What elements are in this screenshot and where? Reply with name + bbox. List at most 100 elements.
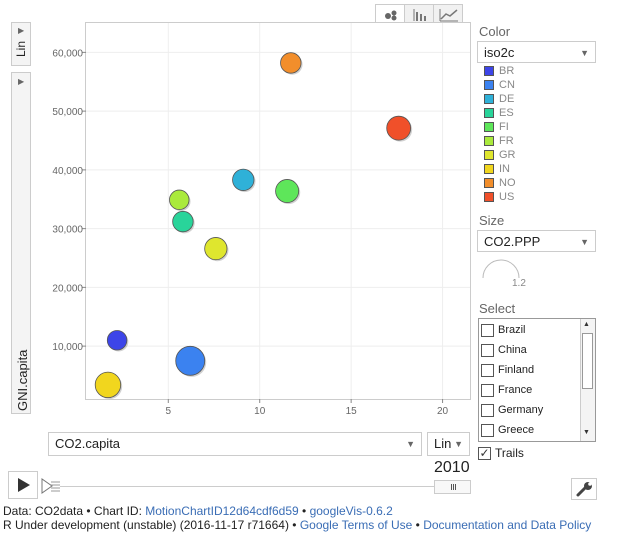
tab-bar-chart[interactable] xyxy=(404,4,434,24)
legend-swatch xyxy=(484,178,494,188)
play-button[interactable] xyxy=(8,471,38,499)
legend-swatch xyxy=(484,192,494,202)
bar-chart-icon xyxy=(413,9,426,21)
select-scrollbar[interactable]: ▲ ▼ xyxy=(580,319,595,441)
legend-item-in[interactable]: IN xyxy=(484,162,584,176)
legend-label: FR xyxy=(499,135,514,147)
tab-bubble-chart[interactable] xyxy=(375,4,405,24)
y-scale-arrow-icon: ▶ xyxy=(18,26,25,35)
legend-label: NO xyxy=(499,177,516,189)
select-item[interactable]: Greece xyxy=(479,420,583,440)
scrollbar-thumb[interactable] xyxy=(582,333,593,389)
chart-id-link[interactable]: MotionChartID12d64cdf6d59 xyxy=(145,504,299,518)
chevron-down-icon: ▼ xyxy=(454,439,463,449)
select-item[interactable]: Finland xyxy=(479,360,583,380)
scroll-down-icon[interactable]: ▼ xyxy=(583,429,590,436)
bubble-in xyxy=(94,371,122,399)
chevron-down-icon: ▼ xyxy=(580,48,589,58)
y-tick-label: 50,000 xyxy=(52,107,83,118)
legend-item-us[interactable]: US xyxy=(484,190,584,204)
select-item[interactable]: France xyxy=(479,380,583,400)
select-item[interactable]: Germany xyxy=(479,400,583,420)
legend-swatch xyxy=(484,136,494,146)
size-title: Size xyxy=(479,213,505,228)
select-item[interactable]: China xyxy=(479,340,583,360)
select-item-label: Germany xyxy=(498,404,544,416)
legend-item-no[interactable]: NO xyxy=(484,176,584,190)
legend-item-br[interactable]: BR xyxy=(484,64,584,78)
settings-button[interactable] xyxy=(571,478,597,500)
speed-control[interactable] xyxy=(40,476,62,499)
docs-link[interactable]: Documentation and Data Policy xyxy=(423,518,592,532)
x-scale-label: Lin xyxy=(434,436,452,451)
chart-type-tabs xyxy=(375,4,463,24)
bubble-de xyxy=(232,168,255,191)
select-checkbox[interactable] xyxy=(481,403,494,417)
legend-item-es[interactable]: ES xyxy=(484,106,584,120)
select-list[interactable]: Brazil China Finland France Germany Greece ▲ … xyxy=(478,318,596,442)
footer-line-1: Data: CO2data • Chart ID: MotionChartID1… xyxy=(3,504,393,518)
terms-link[interactable]: Google Terms of Use xyxy=(299,518,413,532)
legend-item-de[interactable]: DE xyxy=(484,92,584,106)
bubble-cn xyxy=(175,345,206,376)
select-title: Select xyxy=(479,301,516,316)
legend-label: BR xyxy=(499,65,515,77)
y-tick-label: 60,000 xyxy=(52,48,83,59)
line-chart-icon xyxy=(439,9,458,22)
y-tick-label: 40,000 xyxy=(52,166,83,177)
legend-item-gr[interactable]: GR xyxy=(484,148,584,162)
color-dropdown[interactable]: iso2c ▼ xyxy=(477,41,596,63)
select-checkbox[interactable] xyxy=(481,383,494,397)
select-checkbox[interactable] xyxy=(481,363,494,377)
y-variable-arrow-icon: ▶ xyxy=(18,77,25,86)
y-variable-selector[interactable]: ▶ GNI.capita xyxy=(11,72,31,414)
color-title: Color xyxy=(479,24,511,39)
footer-separator: • xyxy=(298,504,310,518)
size-value: 1.2 xyxy=(512,278,526,289)
googlevis-link[interactable]: googleVis-0.6.2 xyxy=(309,504,393,518)
legend-swatch xyxy=(484,108,494,118)
x-tick-label: 15 xyxy=(346,406,358,417)
speed-icon xyxy=(41,478,60,494)
legend-label: FI xyxy=(499,121,509,133)
time-slider-handle[interactable] xyxy=(434,480,471,494)
select-item[interactable]: Brazil xyxy=(479,320,583,340)
legend-swatch xyxy=(484,80,494,90)
y-tick-label: 20,000 xyxy=(52,283,83,294)
bubble-fi xyxy=(275,179,300,203)
select-item-label: Greece xyxy=(498,424,535,436)
legend-item-cn[interactable]: CN xyxy=(484,78,584,92)
trails-checkbox[interactable]: ✓ xyxy=(478,445,491,460)
select-checkbox[interactable] xyxy=(481,423,494,437)
bubble-no xyxy=(280,52,302,74)
time-slider-track[interactable] xyxy=(60,486,468,487)
legend-swatch xyxy=(484,164,494,174)
select-checkbox[interactable] xyxy=(481,343,494,357)
bubble-us xyxy=(386,115,412,141)
x-scale-dropdown[interactable]: Lin ▼ xyxy=(427,432,470,456)
plot-area[interactable] xyxy=(85,22,471,400)
legend-item-fr[interactable]: FR xyxy=(484,134,584,148)
y-tick-label: 30,000 xyxy=(52,225,83,236)
y-scale-button[interactable]: ▶ Lin xyxy=(11,22,31,66)
select-item-label: France xyxy=(498,384,533,396)
chevron-down-icon: ▼ xyxy=(580,237,589,247)
select-checkbox[interactable] xyxy=(481,323,494,337)
trails-toggle[interactable]: ✓ Trails xyxy=(478,446,524,460)
scroll-up-icon[interactable]: ▲ xyxy=(583,321,590,328)
footer-r-version: R Under development (unstable) (2016-11-… xyxy=(3,518,300,532)
legend-swatch xyxy=(484,94,494,104)
x-variable-dropdown[interactable]: CO2.capita ▼ xyxy=(48,432,422,456)
bubble-br xyxy=(106,330,128,351)
size-dropdown-value: CO2.PPP xyxy=(484,234,541,249)
chevron-down-icon: ▼ xyxy=(406,439,415,449)
footer-separator: • xyxy=(412,518,424,532)
tab-line-chart[interactable] xyxy=(433,4,463,24)
legend-item-fi[interactable]: FI xyxy=(484,120,584,134)
wrench-icon xyxy=(576,482,592,497)
year-label: 2010 xyxy=(434,459,470,476)
color-legend: BR CN DE ES FI FR GR IN NO US xyxy=(484,64,584,204)
size-dropdown[interactable]: CO2.PPP ▼ xyxy=(477,230,596,252)
legend-label: ES xyxy=(499,107,514,119)
